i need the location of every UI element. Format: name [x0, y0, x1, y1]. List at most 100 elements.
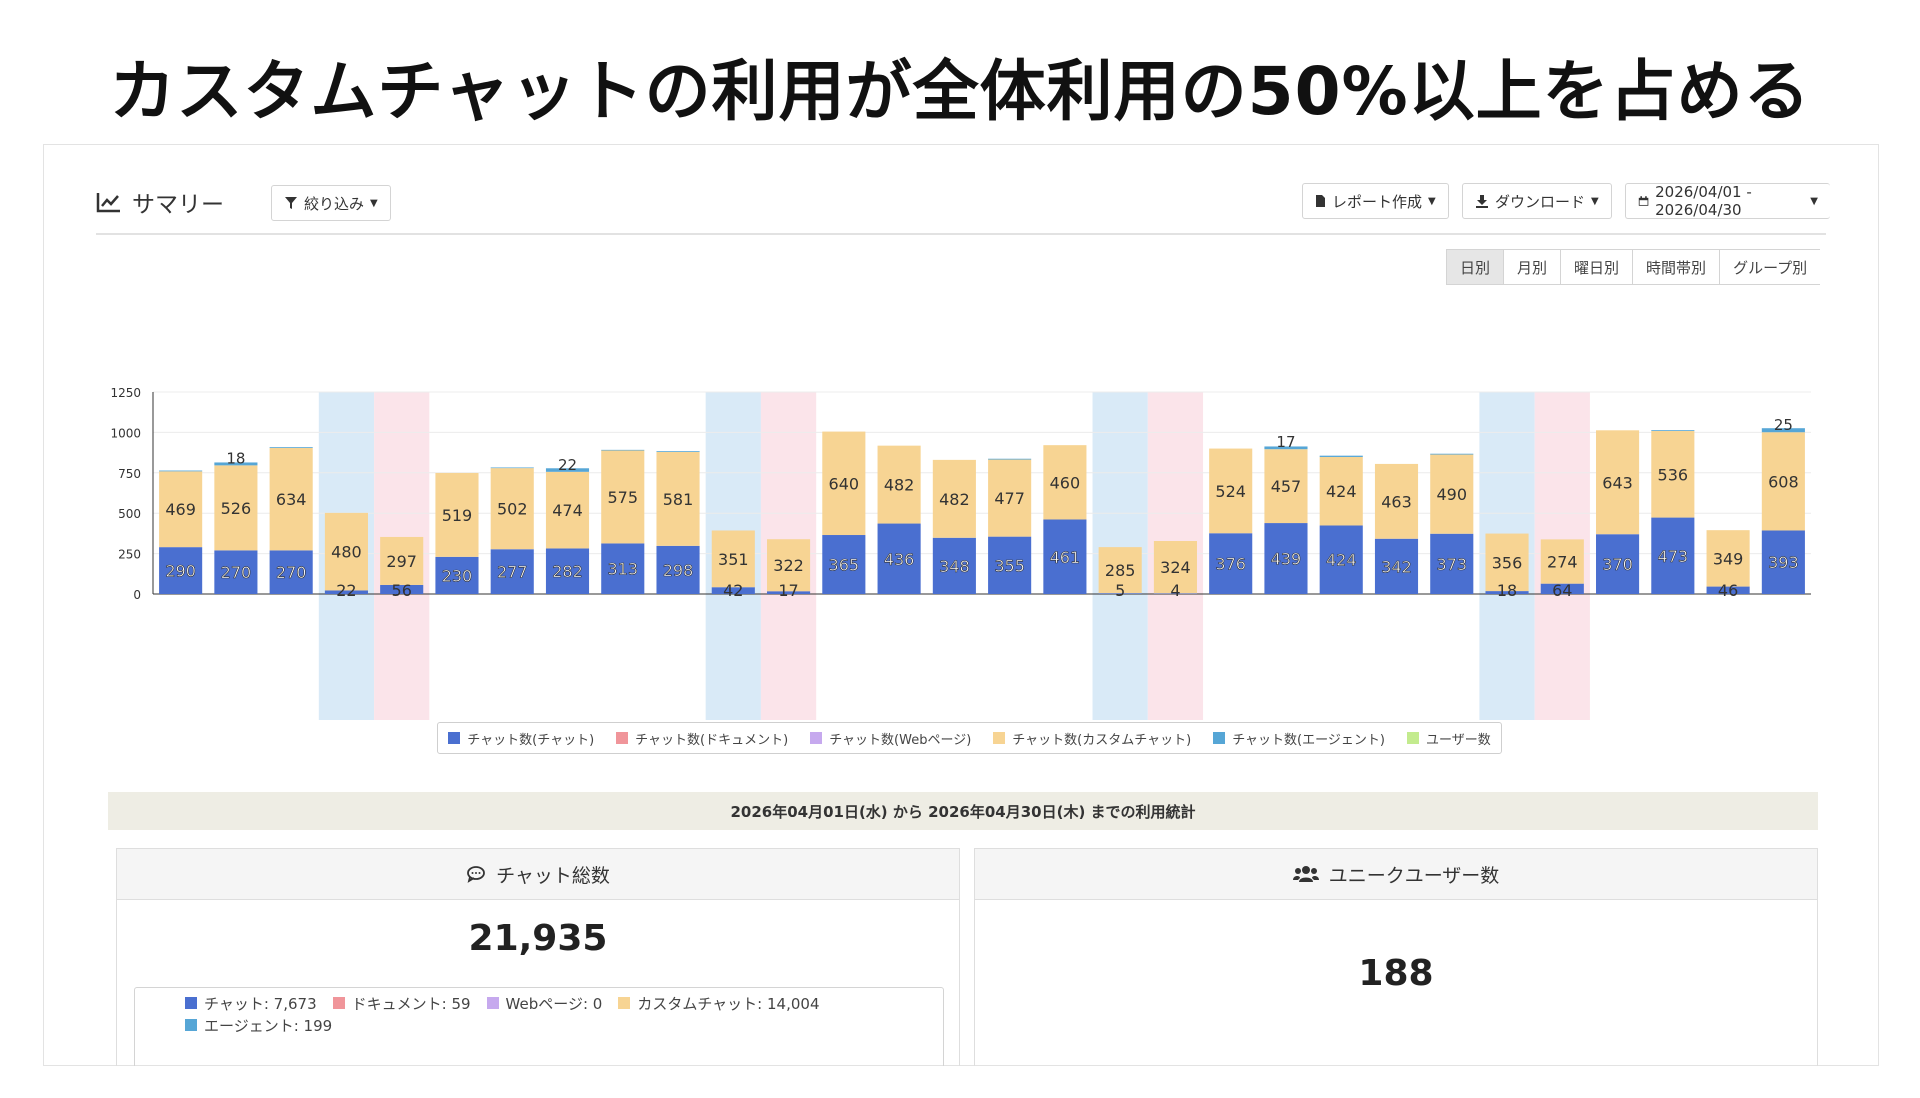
summary-label: サマリー: [132, 192, 224, 218]
data-label-custom-chat: 322: [773, 556, 804, 575]
data-label-custom-chat: 274: [1547, 553, 1578, 572]
y-tick-label: 250: [118, 548, 141, 562]
bar-custom-chat: [1098, 547, 1142, 594]
legend-item[interactable]: チャット数(カスタムチャット): [993, 729, 1191, 748]
bar-chat: [767, 591, 811, 594]
data-label-chat: 439: [1271, 550, 1302, 569]
bar-agent: [1761, 428, 1805, 433]
bar-custom-chat: [656, 451, 700, 546]
tab-monthly[interactable]: 月別: [1503, 249, 1562, 285]
color-swatch: [185, 997, 197, 1009]
legend-label: チャット数(チャット): [467, 732, 595, 748]
bar-custom-chat: [1319, 456, 1363, 526]
bar-custom-chat: [545, 471, 590, 549]
bar-chat: [1485, 591, 1529, 594]
color-swatch: [185, 1019, 197, 1031]
legend-item[interactable]: チャット数(ドキュメント): [616, 729, 788, 748]
breakdown-label: ドキュメント: 59: [351, 994, 471, 1013]
bar-custom-chat: [1264, 449, 1308, 524]
tab-group[interactable]: グループ別: [1719, 249, 1821, 285]
bar-agent: [545, 468, 590, 472]
data-label-custom-chat: 474: [552, 501, 583, 520]
data-label-custom-chat: 640: [829, 474, 860, 493]
legend-item[interactable]: チャット数(エージェント): [1213, 729, 1385, 748]
data-label-chat: 270: [221, 563, 252, 582]
legend-swatch: [448, 732, 461, 744]
data-label-chat: 393: [1768, 553, 1799, 572]
data-label-chat: 46: [1718, 581, 1738, 600]
usage-chart: 0250500750100012500件50件100件150件0%50%100%…: [110, 386, 1811, 720]
bar-custom-chat: [1761, 432, 1805, 531]
bar-chat: [1209, 533, 1253, 594]
legend-item[interactable]: チャット数(チャット): [448, 729, 594, 748]
data-label-chat: 365: [829, 556, 860, 575]
data-label-chat: 22: [336, 581, 356, 600]
data-label-chat: 298: [663, 561, 694, 580]
data-label-custom-chat: 634: [276, 490, 307, 509]
data-label-chat: 348: [939, 557, 970, 576]
card-title: チャット総数: [496, 864, 610, 887]
data-label-chat: 290: [165, 562, 196, 581]
tab-daily[interactable]: 日別: [1446, 249, 1505, 285]
legend-label: チャット数(ドキュメント): [635, 732, 789, 748]
bar-chat: [380, 584, 424, 594]
legend-swatch: [1406, 732, 1419, 744]
color-swatch: [618, 997, 631, 1009]
calendar-icon: [1638, 196, 1649, 206]
bar-custom-chat: [601, 450, 645, 544]
data-label-custom-chat: 575: [607, 488, 638, 507]
bar-custom-chat: [1706, 530, 1750, 587]
comment-icon: [467, 866, 485, 883]
file-icon: [1316, 195, 1325, 207]
bar-chat: [159, 547, 203, 594]
bar-agent: [1264, 446, 1308, 450]
bar-chat: [1706, 586, 1750, 594]
bar-custom-chat: [1596, 430, 1640, 535]
tab-hourly[interactable]: 時間帯別: [1632, 249, 1721, 285]
download-label: ダウンロード: [1495, 192, 1586, 211]
bar-custom-chat: [435, 472, 479, 557]
tab-weekday[interactable]: 曜日別: [1560, 249, 1634, 285]
report-button[interactable]: レポート作成 ▼: [1302, 183, 1449, 219]
bar-custom-chat: [380, 536, 424, 585]
legend-item[interactable]: チャット数(Webページ): [810, 729, 971, 748]
data-label-custom-chat: 477: [994, 489, 1025, 508]
data-label-custom-chat: 463: [1381, 492, 1412, 511]
legend-item[interactable]: ユーザー数: [1406, 729, 1491, 748]
bar-agent: [601, 449, 645, 451]
date-range-picker[interactable]: 2026/04/01 - 2026/04/30 ▼: [1625, 183, 1830, 219]
bar-custom-chat: [1153, 540, 1197, 594]
color-swatch: [332, 997, 345, 1009]
breakdown-label: エージェント: 199: [204, 1016, 333, 1035]
data-label-custom-chat: 285: [1105, 561, 1136, 580]
bar-chat: [1153, 593, 1197, 594]
data-label-chat: 277: [497, 563, 528, 582]
y-tick-label: 1000: [110, 426, 141, 440]
bar-chat: [324, 590, 368, 594]
date-range-text: 2026/04/01 - 2026/04/30: [1655, 183, 1752, 219]
data-label-chat: 64: [1552, 581, 1572, 600]
bar-agent: [1319, 455, 1363, 457]
filter-button[interactable]: 絞り込み ▼: [271, 185, 391, 221]
data-label-custom-chat: 524: [1215, 482, 1246, 501]
download-button[interactable]: ダウンロード ▼: [1462, 183, 1612, 219]
page-headline: カスタムチャットの利用が全体利用の50%以上を占める: [109, 53, 1811, 130]
breakdown-label: カスタムチャット: 14,004: [637, 994, 820, 1013]
bar-agent: [214, 462, 258, 466]
breakdown-item: エージェント: 199: [185, 1015, 332, 1036]
y-tick-label: 1250: [110, 386, 141, 400]
breakdown-label: チャット: 7,673: [204, 994, 317, 1013]
bar-chat: [1264, 523, 1308, 594]
data-label-custom-chat: 457: [1271, 477, 1302, 496]
data-label-chat: 373: [1436, 555, 1467, 574]
bar-chat: [656, 545, 700, 594]
data-label-custom-chat: 297: [386, 552, 417, 571]
card-header: チャット総数: [117, 849, 959, 900]
bar-custom-chat: [214, 465, 258, 551]
summary-toolbar: サマリー 絞り込み ▼ レポート作成 ▼ ダウンロード ▼ 2026/04/01…: [96, 181, 1830, 235]
bar-chat: [1374, 538, 1419, 594]
data-label-chat: 56: [392, 581, 412, 600]
legend-swatch: [810, 732, 823, 744]
report-label: レポート作成: [1332, 192, 1423, 211]
bar-custom-chat: [1651, 430, 1695, 518]
